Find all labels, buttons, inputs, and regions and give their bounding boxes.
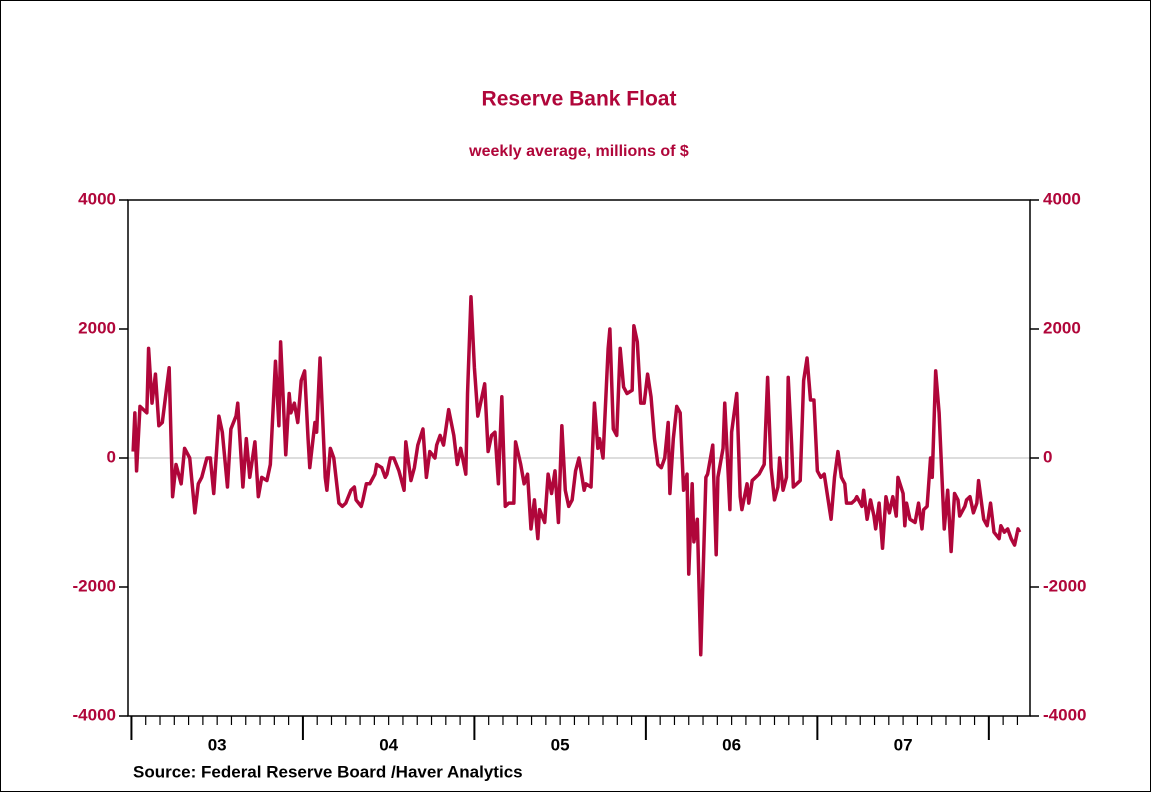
y-tick-label: -2000 [73, 576, 116, 595]
y-tick-label: 4000 [78, 189, 116, 208]
y2-tick-label: 2000 [1043, 318, 1081, 337]
y2-tick-label: 4000 [1043, 189, 1081, 208]
y2-tick-label: -4000 [1043, 705, 1086, 724]
y-tick-label: 2000 [78, 318, 116, 337]
plot-frame [127, 199, 1031, 717]
y2-tick-label: 0 [1043, 447, 1052, 466]
x-tick-label: 07 [894, 735, 913, 754]
y-tick-label: 0 [107, 447, 116, 466]
source-note: Source: Federal Reserve Board /Haver Ana… [133, 762, 523, 781]
chart-title: Reserve Bank Float [482, 88, 677, 111]
x-tick-label: 03 [208, 735, 227, 754]
x-tick-label: 05 [551, 735, 570, 754]
y-tick-label: -4000 [73, 705, 116, 724]
y2-tick-label: -2000 [1043, 576, 1086, 595]
x-tick-label: 06 [722, 735, 741, 754]
data-line [131, 295, 1022, 657]
chart-subtitle: weekly average, millions of $ [468, 143, 689, 160]
x-tick-label: 04 [379, 735, 398, 754]
